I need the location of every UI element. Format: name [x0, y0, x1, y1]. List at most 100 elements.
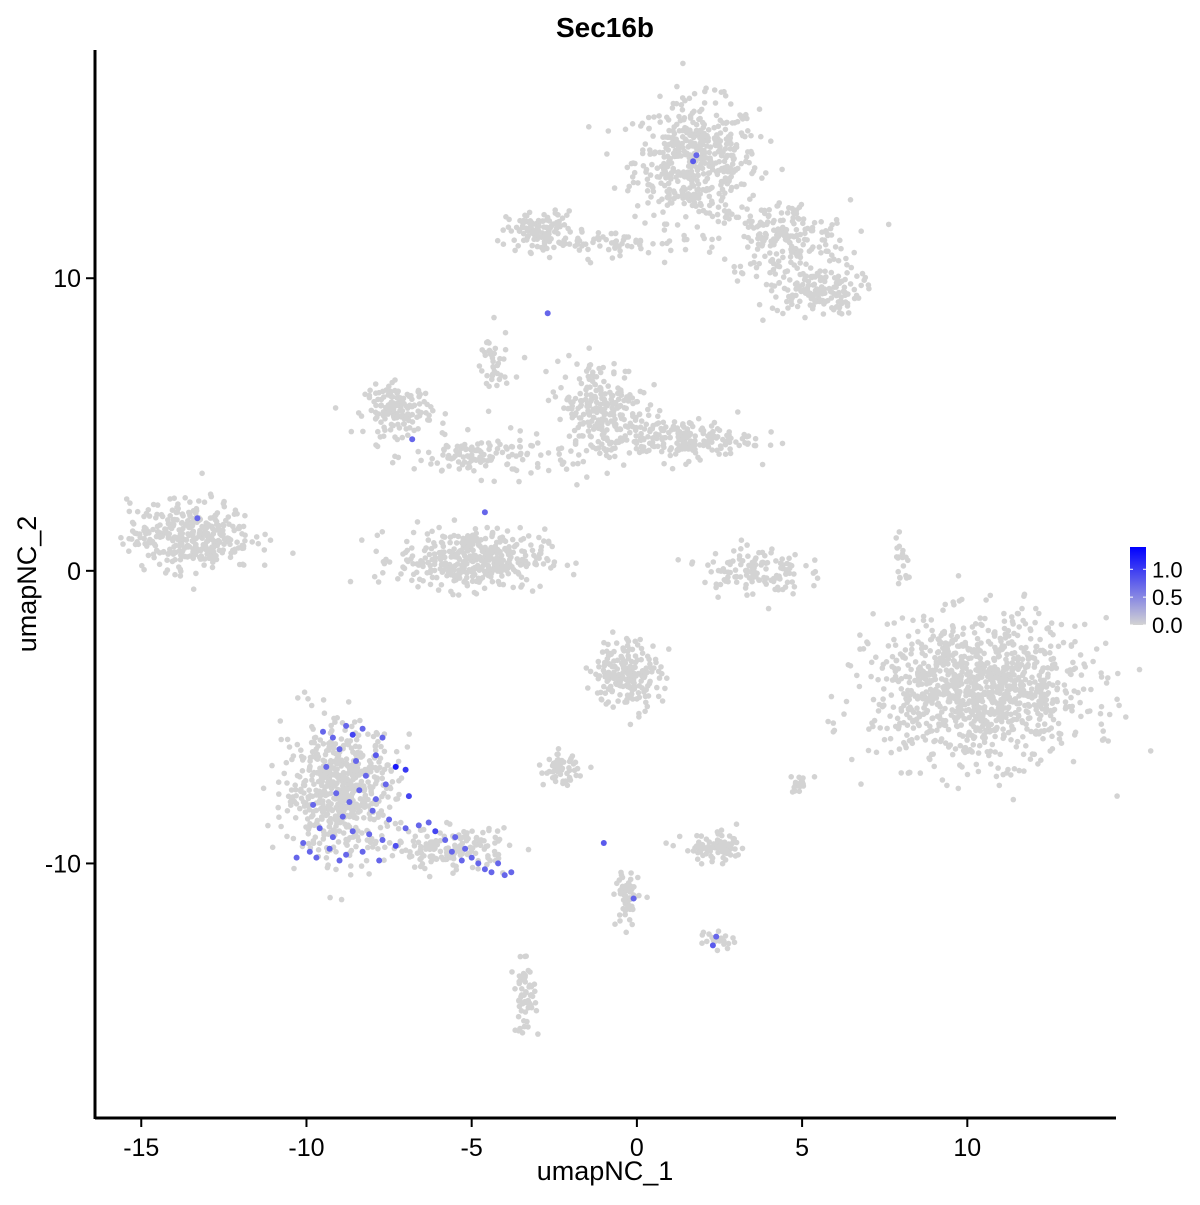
cell-point [234, 539, 240, 545]
cell-point [472, 553, 478, 559]
cell-point [975, 642, 981, 648]
cell-point [375, 533, 381, 539]
cell-point [744, 542, 750, 548]
cell-point [842, 285, 848, 291]
cell-point [753, 555, 759, 561]
cell-point [440, 430, 446, 436]
cell-point [505, 461, 511, 467]
cell-point [361, 815, 367, 821]
cell-point [508, 425, 514, 431]
cell-point [623, 930, 629, 936]
cell-point [744, 592, 750, 598]
cell-point [1022, 703, 1028, 709]
cell-point [278, 737, 284, 743]
cell-point [440, 452, 446, 458]
cell-point [575, 236, 581, 242]
cell-point [1002, 618, 1008, 624]
cell-point [668, 446, 674, 452]
cell-point [293, 815, 299, 821]
cell-point [659, 437, 665, 443]
cell-point [700, 150, 706, 156]
cell-point [130, 520, 136, 526]
cell-point [356, 410, 362, 416]
cell-point [844, 270, 850, 276]
cell-point [700, 139, 706, 145]
cell-point [1004, 666, 1010, 672]
cell-point [1033, 649, 1039, 655]
cell-point [558, 385, 564, 391]
cell-point [515, 243, 521, 249]
cell-point [794, 265, 800, 271]
cell-point [629, 922, 635, 928]
cell-point [775, 308, 781, 314]
cell-point [1009, 667, 1015, 673]
cell-point [174, 510, 180, 516]
cell-point [885, 621, 891, 627]
cell-point [558, 241, 564, 247]
cell-point [965, 701, 971, 707]
cell-point [985, 660, 991, 666]
cell-point [681, 424, 687, 430]
cell-point [838, 246, 844, 252]
cell-point [511, 567, 517, 573]
cell-point [182, 495, 188, 501]
cell-point [497, 582, 503, 588]
cell-point [994, 718, 1000, 724]
cell-point [795, 304, 801, 310]
cell-point [620, 656, 626, 662]
cell-point [396, 778, 402, 784]
cell-point [895, 569, 901, 575]
cell-point [1104, 680, 1110, 686]
cell-point [821, 311, 827, 317]
cell-point [627, 677, 633, 683]
cell-point [172, 549, 178, 555]
cell-point [648, 194, 654, 200]
cell-point [846, 310, 852, 316]
cell-point [698, 201, 704, 207]
cell-point [685, 848, 691, 854]
cell-point [611, 369, 617, 375]
cell-point [1100, 737, 1106, 743]
cell-point [320, 809, 326, 815]
cell-point [367, 393, 373, 399]
cell-point [797, 260, 803, 266]
cell-point [387, 390, 393, 396]
cell-point [393, 821, 399, 827]
cell-point [628, 877, 634, 883]
cell-point [982, 704, 988, 710]
cell-point [791, 571, 797, 577]
cell-point [1048, 725, 1054, 731]
cell-point [446, 463, 452, 469]
cell-point [564, 771, 570, 777]
cell-point [486, 828, 492, 834]
cell-point [797, 284, 803, 290]
cell-point [792, 584, 798, 590]
cell-point [716, 219, 722, 225]
cell-point [1008, 772, 1014, 778]
cell-point [931, 688, 937, 694]
cell-point [493, 547, 499, 553]
cell-point [774, 573, 780, 579]
cell-point [958, 722, 964, 728]
cell-point [724, 136, 730, 142]
cell-point [531, 237, 537, 243]
cell-point [1090, 659, 1096, 665]
cell-point [305, 816, 311, 822]
cell-point [704, 846, 710, 852]
cell-point [306, 787, 312, 793]
cell-point [732, 846, 738, 852]
cell-point [118, 535, 124, 541]
cell-point [714, 448, 720, 454]
cell-point [831, 284, 837, 290]
cell-point [735, 278, 741, 284]
cell-point [1081, 686, 1087, 692]
cell-point [373, 549, 379, 555]
cell-point [612, 423, 618, 429]
cell-point [486, 447, 492, 453]
cell-point [518, 444, 524, 450]
cell-point [620, 875, 626, 881]
cell-point [535, 440, 541, 446]
cell-point [770, 257, 776, 263]
cell-point [486, 567, 492, 573]
cell-point [497, 837, 503, 843]
